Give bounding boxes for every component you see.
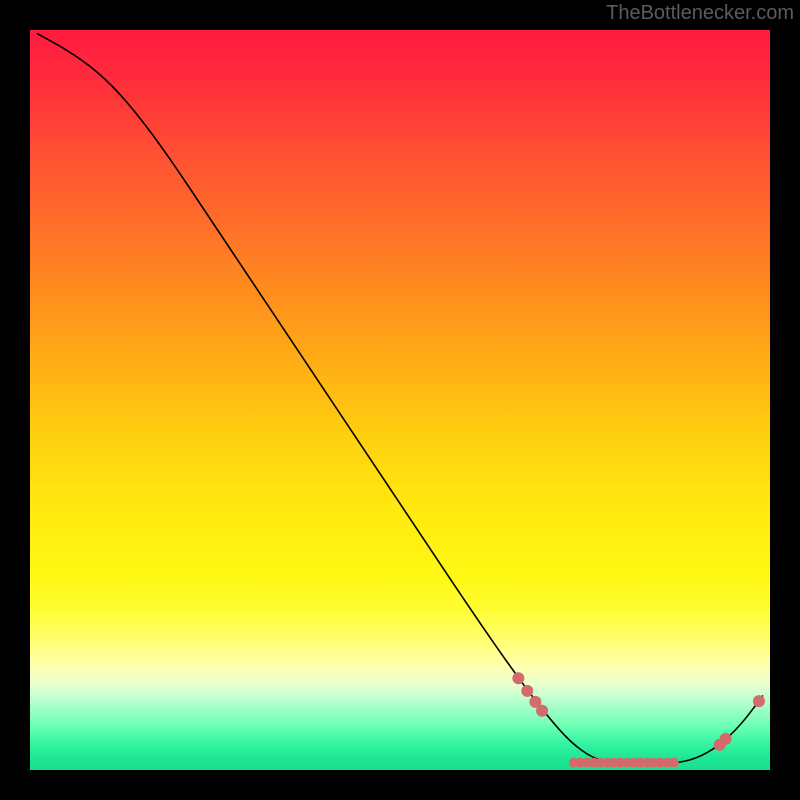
- curve-marker: [512, 672, 524, 684]
- watermark-text: TheBottlenecker.com: [606, 2, 794, 25]
- bottleneck-chart: [0, 0, 800, 800]
- plot-area-gradient: [30, 30, 770, 770]
- curve-marker: [521, 685, 533, 697]
- chart-container: TheBottlenecker.com: [0, 0, 800, 800]
- curve-marker: [720, 733, 732, 745]
- bottom-cluster-marker: [669, 758, 679, 768]
- curve-marker: [753, 695, 765, 707]
- curve-marker: [536, 705, 548, 717]
